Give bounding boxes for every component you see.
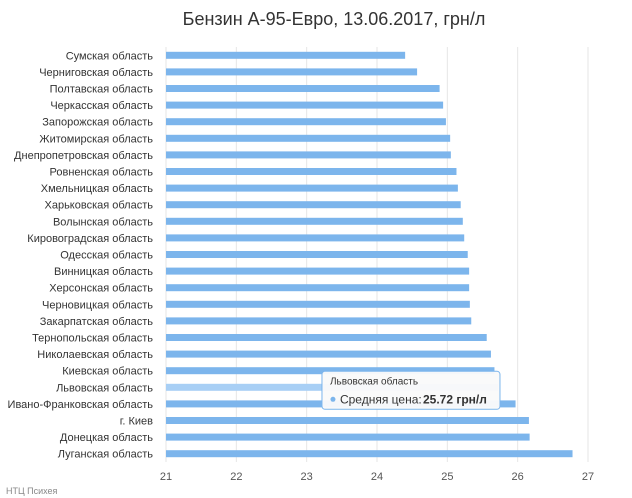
category-label: Ивано-Франковская область: [8, 399, 154, 411]
bar[interactable]: [166, 184, 458, 192]
category-label: Николаевская область: [37, 349, 153, 361]
bar[interactable]: [166, 350, 491, 358]
category-label: Кировоградская область: [27, 233, 153, 245]
category-label: Харьковская область: [45, 200, 154, 212]
bar[interactable]: [166, 85, 440, 92]
category-label: Киевская область: [62, 366, 153, 378]
category-label: Черновицкая область: [42, 299, 153, 311]
chart-title: Бензин А-95-Евро, 13.06.2017, грн/л: [183, 9, 486, 29]
category-label: Днепропетровская область: [14, 150, 153, 162]
tooltip-label: Средняя цена:: [340, 392, 422, 406]
x-tick-label: 26: [512, 471, 524, 483]
category-label: Винницкая область: [54, 266, 153, 278]
x-tick-label: 25: [441, 471, 453, 483]
category-label: Херсонская область: [49, 283, 153, 295]
category-label: Сумская область: [66, 50, 154, 62]
bar[interactable]: [166, 284, 470, 292]
bar[interactable]: [166, 151, 451, 159]
bar[interactable]: [166, 267, 470, 275]
x-tick-label: 22: [230, 471, 242, 483]
category-label: Черниговская область: [39, 67, 153, 79]
tooltip-marker: [330, 396, 336, 402]
bar[interactable]: [166, 417, 529, 424]
bar[interactable]: [166, 201, 461, 209]
bar[interactable]: [166, 251, 468, 258]
tooltip-title: Львовская область: [330, 375, 418, 387]
bar[interactable]: [166, 433, 530, 441]
bar[interactable]: [166, 334, 487, 341]
chart-credit: НТЦ Психея: [6, 486, 58, 496]
x-tick-label: 23: [301, 471, 313, 483]
category-label: Закарпатская область: [40, 316, 153, 328]
category-label: Полтавская область: [50, 84, 154, 96]
x-tick-label: 27: [582, 471, 594, 483]
category-label: Хмельницкая область: [41, 183, 154, 195]
x-tick-label: 24: [371, 471, 383, 483]
bar[interactable]: [166, 168, 457, 175]
bar[interactable]: [166, 101, 444, 109]
category-label: Тернопольская область: [32, 333, 153, 345]
tooltip-value: 25.72 грн/л: [423, 392, 487, 406]
category-label: Одесская область: [60, 250, 153, 262]
bar[interactable]: [166, 317, 472, 325]
bar[interactable]: [166, 300, 470, 308]
bar[interactable]: [166, 367, 495, 375]
category-label: Запорожская область: [42, 117, 153, 129]
bar[interactable]: [166, 68, 418, 76]
category-label: Житомирская область: [39, 133, 153, 145]
tooltip-box: [321, 370, 501, 410]
tooltip: Львовская область Средняя цена: 25.72 грн/…: [321, 370, 501, 410]
bar[interactable]: [166, 118, 446, 126]
x-tick-label: 21: [160, 471, 172, 483]
bar[interactable]: [166, 51, 406, 59]
bar[interactable]: [166, 134, 451, 142]
bar[interactable]: [166, 450, 573, 458]
category-label: Ровненская область: [50, 167, 154, 179]
bar[interactable]: [166, 234, 465, 242]
x-axis-ticks: 21 22 23 24 25 26 27: [160, 471, 594, 483]
category-label: Донецкая область: [60, 432, 153, 444]
category-label: Волынская область: [53, 216, 153, 228]
category-label: Черкасская область: [50, 100, 153, 112]
category-label: Львовская область: [56, 382, 153, 394]
category-label: Луганская область: [58, 449, 153, 461]
category-labels: Сумская область Черниговская область Полта…: [8, 50, 154, 460]
category-label: г. Киев: [120, 416, 153, 428]
bar[interactable]: [166, 217, 463, 225]
